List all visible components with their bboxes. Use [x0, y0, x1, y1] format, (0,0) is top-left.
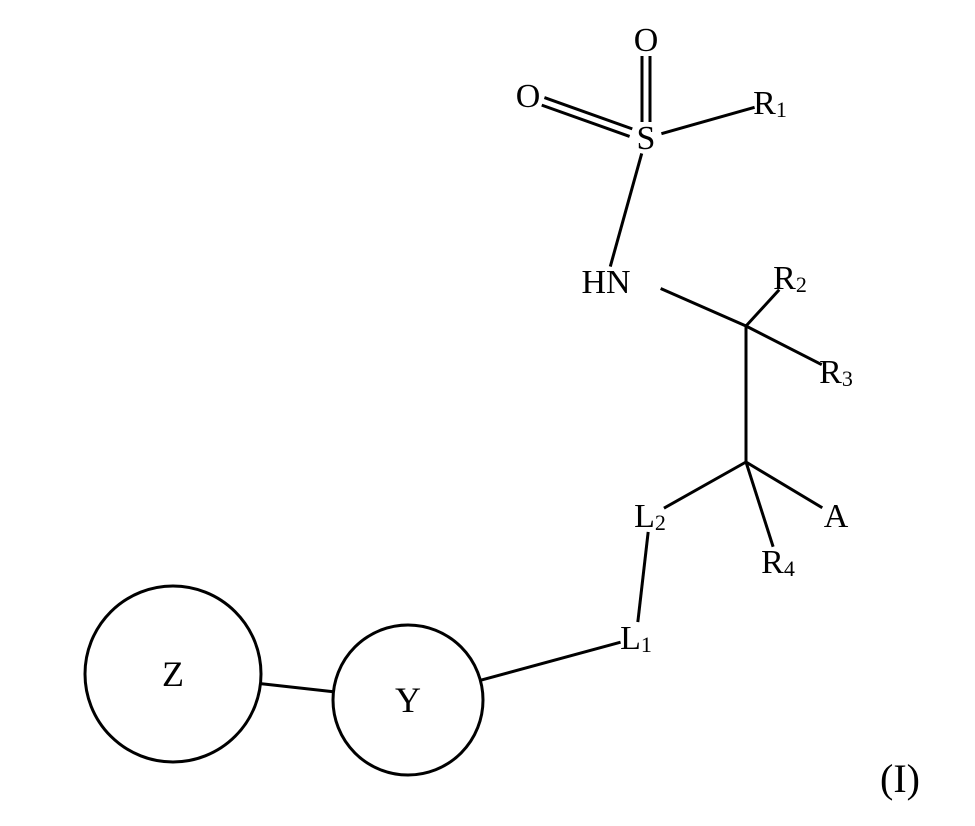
- atom-O1: O: [634, 22, 659, 59]
- atom-S: S: [637, 120, 656, 157]
- bond-S-N: [610, 153, 641, 266]
- bond-Y-Z: [260, 684, 333, 692]
- ring-Y: Y: [333, 625, 483, 775]
- ring-label-Y: Y: [395, 680, 421, 720]
- bond-C1-R3: [746, 326, 822, 365]
- atom-R1: R1: [753, 85, 787, 123]
- atom-L2: L2: [634, 498, 666, 536]
- rings-layer: YZ: [85, 586, 483, 775]
- bond-L2-L1: [638, 532, 648, 622]
- atoms-layer: S O O R1 HN R2 R3 A R4 L2 L1: [516, 22, 853, 658]
- bond-N-C1: [661, 288, 746, 326]
- atom-L1: L1: [620, 620, 652, 658]
- bond-L1-Y: [480, 642, 620, 680]
- bond-S-O2: [542, 98, 633, 137]
- bond-S-O1: [642, 56, 650, 122]
- bond-C2-L2: [664, 462, 746, 508]
- atom-R4: R4: [761, 544, 795, 582]
- bonds-layer: [260, 56, 822, 692]
- atom-A: A: [824, 498, 849, 535]
- formula-identifier: (I): [880, 756, 920, 801]
- chemical-structure-canvas: YZSOOR1HNR2R3AR4L2L1(I): [0, 0, 975, 826]
- ring-label-Z: Z: [162, 654, 184, 694]
- atom-O2: O: [516, 78, 541, 115]
- ring-Z: Z: [85, 586, 261, 762]
- atom-R2: R2: [773, 260, 807, 298]
- atom-R3: R3: [819, 354, 853, 392]
- atom-N: HN: [581, 264, 630, 301]
- bond-S-R1: [661, 107, 754, 133]
